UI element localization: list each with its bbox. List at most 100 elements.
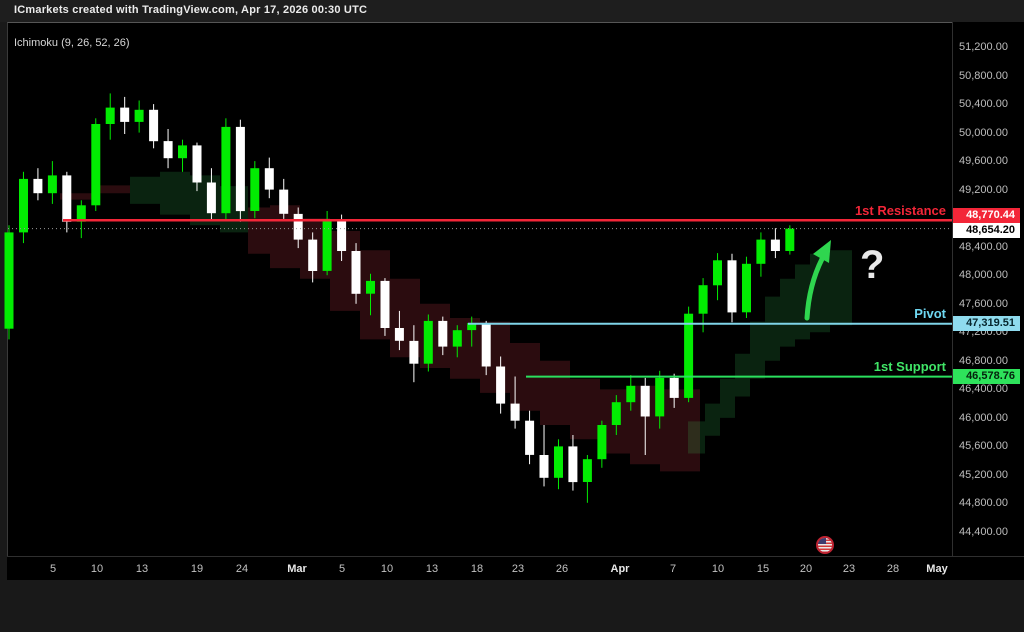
candle-feb-5 <box>47 175 57 194</box>
price-tick-label: 46,800.00 <box>959 355 1008 367</box>
candle-feb-16 <box>149 109 159 142</box>
time-tick-label-5: 5 <box>338 563 346 575</box>
candle-feb-9 <box>76 205 86 222</box>
price-tick-label: 48,400.00 <box>959 241 1008 253</box>
candle-apr-9 <box>698 285 708 314</box>
time-tick-label-20: 20 <box>799 563 813 575</box>
time-tick-label-5: 5 <box>49 563 57 575</box>
candle-apr-6 <box>655 377 665 417</box>
candle-mar-5 <box>337 221 347 251</box>
candle-mar-18 <box>467 323 477 331</box>
candle-apr-8 <box>684 313 694 398</box>
price-tick-label: 44,400.00 <box>959 526 1008 538</box>
watermark-bar: ICmarkets created with TradingView.com, … <box>0 0 1024 22</box>
us-flag-event-icon[interactable] <box>816 536 834 554</box>
candle-feb-23 <box>221 126 231 214</box>
time-tick-label-24: 24 <box>235 563 249 575</box>
price-tick-label: 46,400.00 <box>959 383 1008 395</box>
price-tick-label: 50,000.00 <box>959 127 1008 139</box>
time-tick-label-may: May <box>926 563 948 575</box>
time-tick-label-13: 13 <box>135 563 149 575</box>
time-tick-label-apr: Apr <box>610 563 630 575</box>
candle-apr-16 <box>770 239 780 251</box>
candle-apr-1 <box>611 402 621 425</box>
candle-mar-3 <box>308 239 318 271</box>
time-tick-label-mar: Mar <box>287 563 307 575</box>
time-tick-label-13: 13 <box>425 563 439 575</box>
candle-feb-6 <box>62 175 72 222</box>
time-axis[interactable]: 5 10 13 19 24 Mar 5 10 13 18 23 26 Apr 7 10 15 20 23 28 May <box>7 556 1024 580</box>
candle-apr-17 <box>785 228 795 251</box>
candle-mar-23 <box>510 403 520 421</box>
candle-mar-12 <box>409 340 419 364</box>
candle-mar-6 <box>351 251 361 294</box>
candle-mar-2 <box>293 213 303 240</box>
candle-apr-15 <box>756 239 766 264</box>
price-tick-label: 51,200.00 <box>959 41 1008 53</box>
time-tick-label-7: 7 <box>669 563 677 575</box>
price-tick-label: 45,600.00 <box>959 440 1008 452</box>
pivot-price-badge: 47,319.51 <box>953 316 1020 331</box>
candle-mar-31 <box>597 425 607 460</box>
candle-feb-25 <box>250 168 260 211</box>
candle-apr-10 <box>713 260 722 286</box>
price-tick-label: 45,200.00 <box>959 469 1008 481</box>
candle-mar-19 <box>481 323 491 367</box>
candle-feb-27 <box>279 189 289 214</box>
up-arrow-drawing[interactable] <box>804 240 831 321</box>
candle-mar-24 <box>525 420 535 455</box>
time-tick-label-23: 23 <box>511 563 525 575</box>
resistance-label[interactable]: 1st Resistance <box>854 203 946 218</box>
candle-mar-16 <box>438 320 448 347</box>
footer-bar: TradingView <box>0 580 1024 632</box>
watermark-title: ICmarkets created with TradingView.com, … <box>14 4 368 16</box>
last-price-badge: 48,654.20 <box>953 223 1020 238</box>
cloud-bull <box>688 250 852 466</box>
time-tick-label-26: 26 <box>555 563 569 575</box>
candle-feb-12 <box>120 107 130 122</box>
candle-feb-11 <box>105 107 115 124</box>
candle-apr-2 <box>626 385 636 403</box>
support-price-badge: 46,578.76 <box>953 369 1020 384</box>
time-tick-label-10: 10 <box>380 563 394 575</box>
candle-feb-20 <box>206 182 216 214</box>
candle-feb-19 <box>192 145 202 183</box>
support-label[interactable]: 1st Support <box>873 359 946 374</box>
candle-feb-26 <box>264 168 274 190</box>
price-axis[interactable]: 51,200.00 50,800.00 50,400.00 50,000.00 49,6… <box>952 22 1024 556</box>
time-tick-label-10: 10 <box>90 563 104 575</box>
price-tick-label: 46,000.00 <box>959 412 1008 424</box>
price-tick-label: 44,800.00 <box>959 497 1008 509</box>
candle-mar-30 <box>582 459 592 482</box>
candle-feb-2 <box>4 232 14 329</box>
time-tick-label-15: 15 <box>756 563 770 575</box>
time-tick-label-18: 18 <box>470 563 484 575</box>
candle-feb-18 <box>178 145 187 159</box>
candle-mar-25 <box>539 455 549 478</box>
candle-feb-10 <box>91 124 101 206</box>
price-tick-label: 50,800.00 <box>959 70 1008 82</box>
candle-mar-9 <box>366 280 375 294</box>
candle-feb-4 <box>33 178 43 194</box>
time-tick-label-19: 19 <box>190 563 204 575</box>
chart-pane[interactable] <box>7 22 952 556</box>
candle-feb-17 <box>163 141 173 159</box>
price-tick-label: 49,200.00 <box>959 184 1008 196</box>
ichimoku-cloud <box>60 171 852 472</box>
price-tick-label: 50,400.00 <box>959 98 1008 110</box>
candle-apr-13 <box>727 260 737 313</box>
candle-mar-11 <box>394 328 404 341</box>
candle-mar-10 <box>380 280 390 328</box>
cloud-bull <box>130 171 248 233</box>
question-mark-drawing[interactable]: ? <box>860 243 885 287</box>
candle-mar-27 <box>568 446 578 483</box>
level-lines[interactable] <box>8 219 952 378</box>
time-tick-label-10: 10 <box>711 563 725 575</box>
pivot-label[interactable]: Pivot <box>914 306 946 321</box>
candle-feb-13 <box>134 109 144 122</box>
price-tick-label: 47,600.00 <box>959 298 1008 310</box>
price-tick-label: 49,600.00 <box>959 155 1008 167</box>
indicator-ichimoku-label[interactable]: Ichimoku (9, 26, 52, 26) <box>14 37 130 49</box>
